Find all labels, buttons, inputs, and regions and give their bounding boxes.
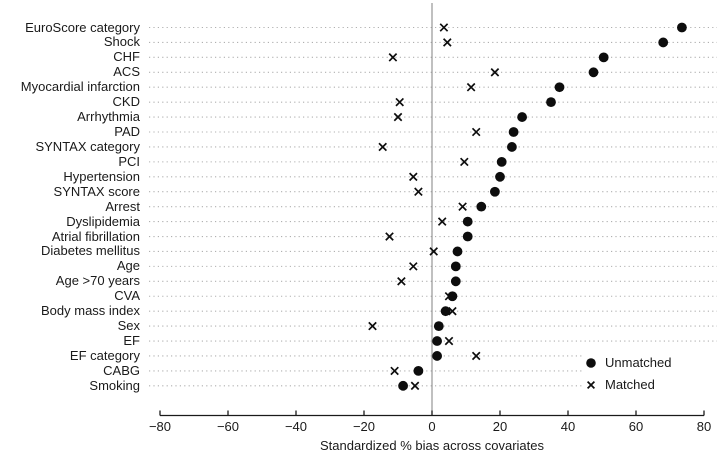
unmatched-point [490,186,500,197]
category-label: Diabetes mellitus [41,243,140,259]
x-marker-icon [584,378,598,391]
unmatched-point [440,306,451,317]
x-tick-label: 0 [428,419,436,434]
category-label: PCI [118,153,140,169]
category-label: Arrhythmia [77,109,140,125]
unmatched-point [517,112,527,122]
matched-point [490,67,500,77]
category-label: Age [116,258,140,274]
legend-item-matched: Matched [584,375,719,394]
unmatched-point [598,52,609,63]
category-label: Myocardial infarction [20,79,140,95]
x-tick-label: 20 [492,419,508,434]
x-tick-label: 60 [628,419,644,434]
unmatched-point [495,171,505,182]
unmatched-point [432,336,442,346]
matched-point [393,112,403,122]
matched-point [466,82,476,92]
category-label: Smoking [89,377,140,393]
category-label: Shock [103,34,140,50]
category-label: EF category [69,347,140,363]
unmatched-point [677,22,687,33]
unmatched-point [546,97,556,108]
x-tick-label: 40 [560,419,576,434]
category-label: Sex [117,318,140,334]
unmatched-point [554,82,565,93]
unmatched-point [588,67,599,78]
category-label: PAD [114,124,140,139]
category-label: EF [123,333,140,349]
category-label: SYNTAX category [35,138,140,154]
unmatched-point [508,127,519,137]
matched-point [471,127,481,137]
x-tick-label: −20 [352,419,376,434]
matched-point [439,23,449,32]
legend-label-matched: Matched [605,377,655,392]
matched-point [397,277,406,286]
matched-point [408,172,418,182]
x-tick-label: −40 [284,419,308,434]
category-label: Arrest [105,198,140,214]
legend: Unmatched Matched [584,351,719,397]
matched-point [448,306,457,316]
category-label: ACS [113,64,140,80]
matched-point [471,351,481,361]
unmatched-point [462,216,473,227]
unmatched-point [398,380,408,391]
legend-label-unmatched: Unmatched [605,355,672,370]
matched-point [368,321,377,331]
matched-point [388,53,398,62]
category-label: EuroScore category [25,19,140,35]
category-label: SYNTAX score [53,183,140,199]
matched-point [459,157,469,167]
category-label: Age >70 years [55,273,140,289]
matched-point [408,262,418,271]
unmatched-point [496,156,507,167]
unmatched-point [432,351,442,361]
matched-point [442,38,452,47]
filled-circle-icon [584,356,598,369]
unmatched-point [462,231,473,242]
category-label: CHF [113,49,140,65]
unmatched-point [447,291,458,302]
matched-point [378,142,388,152]
matched-point [444,336,454,346]
matched-point [437,217,447,226]
x-axis-title: Standardized % bias across covariates [319,438,544,453]
category-label: Dyslipidemia [66,213,140,229]
x-tick-label: 80 [696,419,712,434]
matched-point [410,381,420,391]
matched-point [414,187,423,197]
matched-point [385,232,394,241]
unmatched-point [507,142,517,152]
category-label: CKD [112,94,140,110]
category-label: Body mass index [41,303,140,319]
legend-item-unmatched: Unmatched [584,353,719,372]
x-tick-label: −60 [216,419,240,434]
unmatched-point [450,261,461,272]
matched-point [458,202,467,211]
unmatched-point [452,246,463,257]
matched-point [429,247,439,256]
unmatched-point [433,321,444,331]
unmatched-point [476,201,487,212]
x-tick-label: −80 [148,419,172,434]
category-label: CVA [114,288,140,304]
unmatched-point [450,276,461,287]
matched-point [390,366,399,376]
unmatched-point [658,37,669,48]
matched-point [395,97,405,107]
category-label: CABG [103,362,140,378]
unmatched-point [413,365,424,376]
category-label: Hypertension [63,168,140,184]
category-label: Atrial fibrillation [51,228,140,244]
